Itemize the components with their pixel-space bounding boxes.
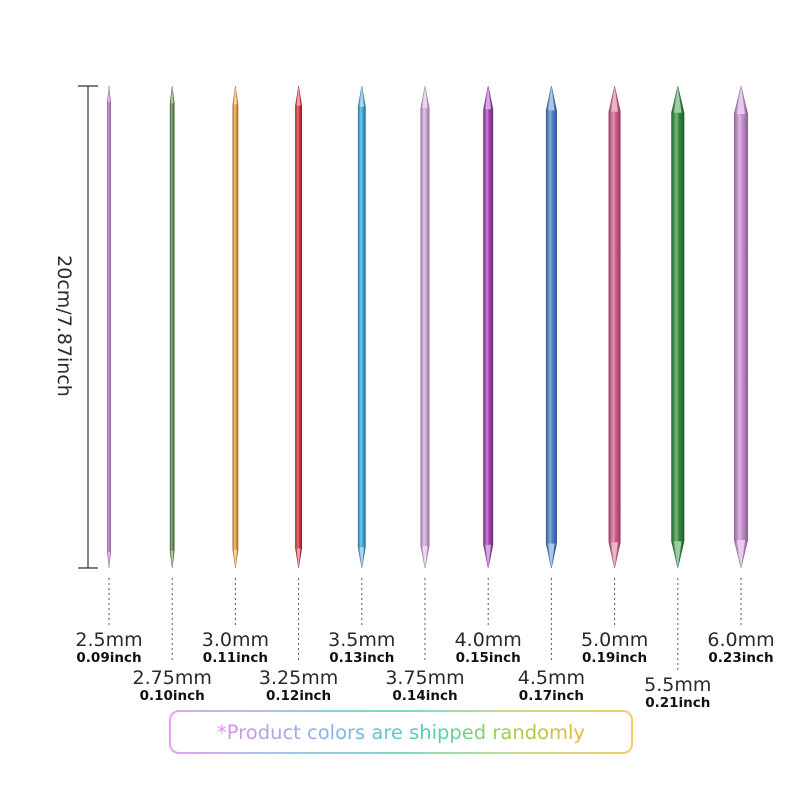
needle-top-tip-8 [548, 86, 555, 111]
needle-size-mm: 3.0mm [201, 629, 270, 651]
needle-top-tip-6 [422, 86, 428, 108]
needle-size-mm: 5.0mm [580, 629, 649, 651]
needle-1 [107, 85, 111, 569]
length-label-text: 20cm/7.87inch [53, 255, 75, 397]
needle-size-inch: 0.19inch [582, 650, 648, 666]
needle-bottom-tip-4 [296, 548, 301, 568]
needle-top-tip-11 [736, 86, 746, 114]
needle-4 [295, 85, 303, 569]
needle-10 [671, 85, 685, 569]
needle-size-mm: 6.0mm [707, 629, 775, 651]
needle-size-inch: 0.15inch [455, 650, 521, 666]
needle-size-mm: 4.0mm [454, 629, 522, 651]
needle-5 [357, 85, 366, 569]
color-note-box: *Product colors are shipped randomly [169, 710, 633, 754]
needle-6 [420, 85, 430, 569]
needle-top-tip-10 [674, 86, 682, 113]
color-note-text: *Product colors are shipped randomly [217, 720, 585, 744]
needle-size-mm: 4.5mm [517, 667, 586, 689]
needle-8 [545, 85, 557, 569]
needle-bottom-tip-9 [611, 542, 619, 568]
needle-bottom-tip-8 [548, 543, 555, 568]
needle-size-mm: 2.75mm [132, 667, 212, 689]
needle-size-mm: 5.5mm [644, 674, 712, 696]
needle-size-mm: 3.25mm [258, 667, 339, 689]
needle-3 [232, 85, 239, 569]
needle-size-inch: 0.17inch [518, 688, 584, 704]
needle-top-tip-2 [170, 86, 174, 104]
needle-size-inch: 0.11inch [202, 650, 268, 666]
needle-top-tip-7 [485, 86, 492, 110]
needle-size-inch: 0.13inch [329, 650, 395, 666]
needle-top-tip-1 [108, 86, 110, 102]
needle-top-tip-9 [611, 86, 619, 112]
needle-9 [608, 85, 621, 569]
needle-bottom-tip-11 [736, 540, 746, 568]
needle-11 [733, 85, 749, 569]
needle-size-inch: 0.23inch [708, 650, 774, 666]
needle-bottom-tip-2 [170, 550, 174, 568]
needle-7 [483, 85, 494, 569]
needle-top-tip-4 [296, 86, 301, 106]
needle-size-inch: 0.09inch [76, 650, 142, 666]
needle-size-mm: 3.5mm [328, 629, 396, 651]
needle-top-tip-3 [233, 86, 237, 105]
needle-2 [169, 85, 175, 569]
needle-bottom-tip-7 [485, 544, 492, 568]
needle-bottom-tip-5 [359, 547, 365, 568]
needle-size-inch: 0.21inch [645, 695, 711, 711]
needle-size-inch: 0.14inch [392, 688, 458, 704]
needle-bottom-tip-6 [422, 546, 428, 568]
needle-bottom-tip-10 [674, 541, 682, 568]
needle-top-tip-5 [359, 86, 365, 107]
needle-bottom-tip-1 [108, 552, 110, 568]
needle-size-inch: 0.12inch [266, 688, 332, 704]
needle-size-mm: 2.5mm [75, 629, 143, 651]
needle-size-mm: 3.75mm [385, 667, 465, 689]
needle-bottom-tip-3 [233, 549, 237, 568]
needle-size-inch: 0.10inch [139, 688, 205, 704]
